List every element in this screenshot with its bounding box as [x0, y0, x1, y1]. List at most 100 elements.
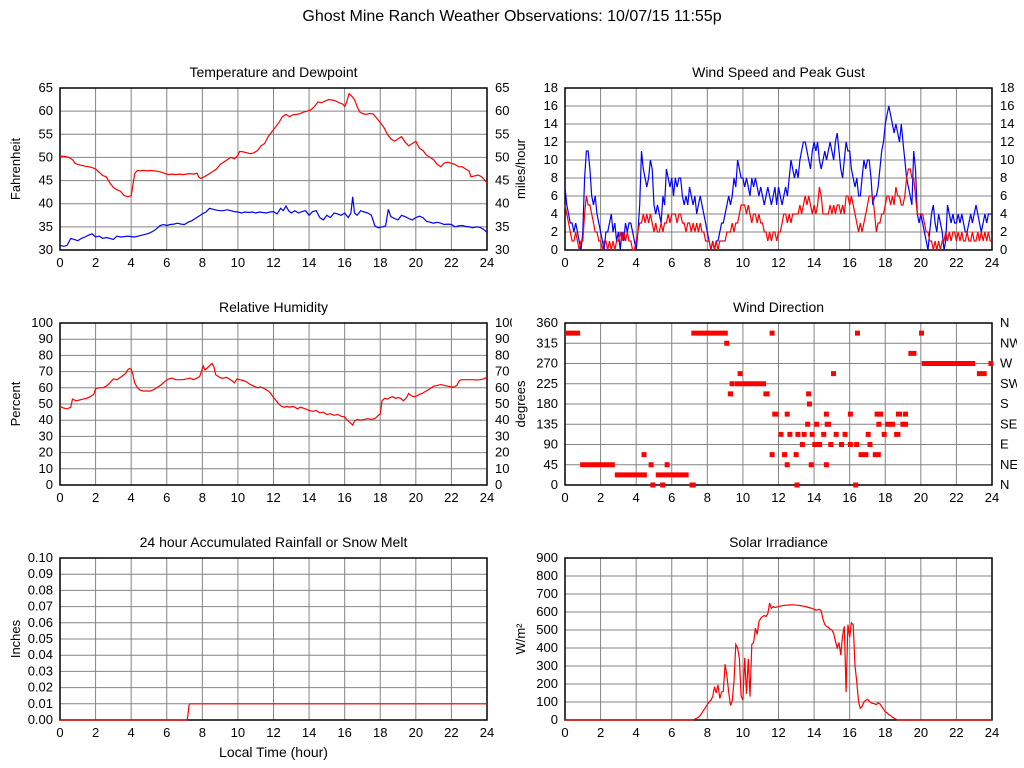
svg-text:22: 22: [444, 255, 458, 270]
svg-text:22: 22: [949, 490, 963, 505]
svg-text:6: 6: [1000, 188, 1007, 203]
svg-text:0.04: 0.04: [28, 647, 53, 662]
svg-text:10: 10: [495, 461, 509, 476]
svg-text:W: W: [1000, 356, 1013, 371]
svg-text:180: 180: [536, 396, 558, 411]
svg-text:45: 45: [544, 457, 558, 472]
svg-text:100: 100: [536, 694, 558, 709]
svg-text:135: 135: [536, 416, 558, 431]
svg-text:0: 0: [1000, 242, 1007, 257]
svg-text:800: 800: [536, 568, 558, 583]
rainfall-plot: 0 2 4 6 8 10 12 14 16 18 20 22 240.000.010.020.030.0…: [8, 550, 494, 740]
svg-text:40: 40: [39, 196, 53, 211]
svg-text:6: 6: [668, 725, 675, 740]
svg-text:8: 8: [704, 725, 711, 740]
svg-text:315: 315: [536, 335, 558, 350]
svg-text:4: 4: [1000, 206, 1007, 221]
svg-text:12: 12: [1000, 134, 1014, 149]
svg-text:90: 90: [495, 331, 509, 346]
svg-text:22: 22: [444, 725, 458, 740]
svg-text:10: 10: [1000, 152, 1014, 167]
svg-text:0.06: 0.06: [28, 615, 53, 630]
svg-text:10: 10: [39, 461, 53, 476]
svg-text:50: 50: [495, 149, 509, 164]
svg-text:24: 24: [480, 725, 494, 740]
svg-text:20: 20: [39, 445, 53, 460]
chart-title-temperature-dewpoint: Temperature and Dewpoint: [189, 64, 358, 80]
svg-text:2: 2: [92, 255, 99, 270]
svg-text:2: 2: [551, 224, 558, 239]
svg-text:10: 10: [736, 490, 750, 505]
svg-text:55: 55: [39, 126, 53, 141]
svg-text:14: 14: [1000, 116, 1014, 131]
svg-text:90: 90: [39, 331, 53, 346]
svg-text:80: 80: [39, 347, 53, 362]
svg-text:12: 12: [771, 725, 785, 740]
svg-text:20: 20: [914, 725, 928, 740]
svg-text:12: 12: [771, 490, 785, 505]
svg-text:0: 0: [46, 477, 53, 492]
svg-text:SW: SW: [1000, 376, 1017, 391]
svg-text:0: 0: [551, 712, 558, 727]
svg-text:16: 16: [544, 98, 558, 113]
svg-text:0.03: 0.03: [28, 663, 53, 678]
svg-text:18: 18: [373, 490, 387, 505]
svg-text:20: 20: [914, 490, 928, 505]
svg-text:14: 14: [807, 255, 821, 270]
svg-text:65: 65: [495, 80, 509, 95]
svg-text:18: 18: [373, 725, 387, 740]
svg-text:16: 16: [842, 725, 856, 740]
svg-text:20: 20: [914, 255, 928, 270]
solar-irradiance-plot: 0 2 4 6 8 10 12 14 16 18 20 22 240100200300400500600…: [513, 550, 999, 740]
chart-title-rainfall: 24 hour Accumulated Rainfall or Snow Mel…: [139, 534, 408, 550]
svg-text:NW: NW: [1000, 335, 1017, 350]
svg-text:24: 24: [480, 255, 494, 270]
svg-text:90: 90: [544, 437, 558, 452]
svg-text:40: 40: [495, 412, 509, 427]
svg-text:8: 8: [1000, 170, 1007, 185]
svg-text:24: 24: [480, 490, 494, 505]
svg-text:24: 24: [985, 725, 999, 740]
svg-text:30: 30: [39, 428, 53, 443]
svg-text:50: 50: [495, 396, 509, 411]
svg-text:4: 4: [633, 490, 640, 505]
svg-text:0: 0: [561, 255, 568, 270]
svg-text:500: 500: [536, 622, 558, 637]
svg-text:14: 14: [544, 116, 558, 131]
svg-text:16: 16: [337, 255, 351, 270]
svg-text:10: 10: [736, 725, 750, 740]
svg-text:8: 8: [199, 255, 206, 270]
svg-text:N: N: [1000, 477, 1009, 492]
svg-text:6: 6: [668, 255, 675, 270]
svg-text:0.02: 0.02: [28, 680, 53, 695]
svg-text:6: 6: [668, 490, 675, 505]
svg-text:6: 6: [163, 255, 170, 270]
temperature-dewpoint-chart: 0 2 4 6 8 10 12 14 16 18 20 22 24 30 30 35 35 40 40 45 45 50 5…: [0, 50, 512, 285]
svg-text:22: 22: [949, 725, 963, 740]
x-axis-label-local-time: Local Time (hour): [219, 744, 328, 760]
svg-text:2: 2: [92, 725, 99, 740]
svg-text:270: 270: [536, 356, 558, 371]
svg-text:18: 18: [878, 490, 892, 505]
chart-title-solar-irradiance: Solar Irradiance: [729, 534, 828, 550]
svg-text:0.07: 0.07: [28, 599, 53, 614]
svg-text:0: 0: [56, 490, 63, 505]
svg-text:18: 18: [878, 725, 892, 740]
svg-text:60: 60: [495, 103, 509, 118]
chart-title-wind-direction: Wind Direction: [732, 299, 825, 315]
svg-text:45: 45: [495, 173, 509, 188]
svg-text:6: 6: [163, 490, 170, 505]
svg-text:2: 2: [597, 255, 604, 270]
svg-text:8: 8: [199, 725, 206, 740]
svg-text:30: 30: [495, 242, 509, 257]
svg-text:10: 10: [736, 255, 750, 270]
svg-text:Percent: Percent: [8, 381, 23, 426]
svg-text:20: 20: [409, 725, 423, 740]
chart-title-relative-humidity: Relative Humidity: [219, 299, 328, 315]
svg-text:E: E: [1000, 437, 1009, 452]
svg-text:600: 600: [536, 604, 558, 619]
